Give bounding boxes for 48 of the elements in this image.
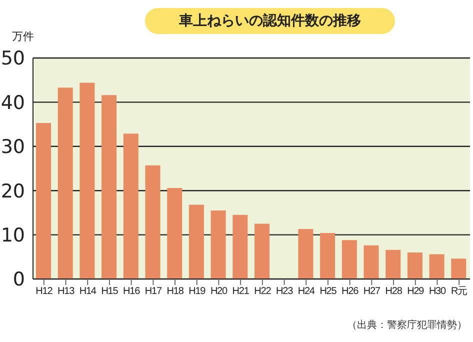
bar bbox=[80, 82, 95, 279]
bar bbox=[123, 134, 138, 279]
x-tick-label: H13 bbox=[58, 286, 76, 298]
text: （出典：警察庁犯罪情勢） bbox=[347, 318, 467, 332]
bar bbox=[342, 240, 357, 279]
bar bbox=[102, 95, 117, 279]
y-tick-label: 50 bbox=[0, 48, 25, 70]
bar bbox=[58, 88, 73, 279]
x-tick-label: H15 bbox=[101, 286, 119, 298]
x-tick-label: H30 bbox=[428, 286, 447, 298]
x-tick-label: H17 bbox=[144, 286, 162, 298]
x-tick-label: H22 bbox=[254, 286, 272, 298]
x-tick-label: H21 bbox=[232, 286, 250, 298]
bar bbox=[145, 165, 160, 279]
y-tick-label: 20 bbox=[0, 180, 25, 202]
x-tick-label: H14 bbox=[79, 286, 97, 298]
x-tick-label: H19 bbox=[188, 286, 206, 298]
bar bbox=[167, 188, 182, 279]
x-tick-label: H26 bbox=[342, 286, 360, 298]
x-tick-label: H29 bbox=[407, 286, 425, 298]
y-tick-label: 40 bbox=[0, 92, 25, 114]
x-tick-label: H18 bbox=[166, 286, 184, 298]
x-tick-label: H24 bbox=[298, 286, 316, 298]
bar bbox=[429, 254, 444, 279]
bar bbox=[36, 122, 51, 279]
bar bbox=[451, 258, 466, 279]
y-tick-label: 0 bbox=[12, 268, 25, 291]
y-tick-label: 10 bbox=[0, 224, 25, 247]
chart-title: 車上ねらいの認知件数の推移 bbox=[145, 8, 395, 34]
x-tick-label: H27 bbox=[363, 286, 381, 298]
bar bbox=[298, 229, 314, 279]
y-tick-label: 30 bbox=[0, 136, 25, 158]
bar bbox=[320, 233, 336, 279]
bar bbox=[407, 252, 422, 279]
bar bbox=[254, 224, 270, 279]
x-tick-label: H28 bbox=[385, 286, 403, 298]
x-tick-label: H12 bbox=[36, 286, 54, 298]
bar bbox=[386, 250, 401, 279]
x-tick-label: H25 bbox=[320, 286, 338, 298]
bar bbox=[232, 214, 248, 279]
x-tick-label: H23 bbox=[276, 286, 294, 298]
x-tick-label: H16 bbox=[123, 286, 141, 298]
bar bbox=[188, 204, 204, 279]
bar bbox=[364, 245, 379, 279]
x-tick-label: R元 bbox=[451, 286, 468, 298]
bar bbox=[210, 210, 226, 279]
x-tick-label: H20 bbox=[210, 286, 228, 298]
y-axis-title: 万件 bbox=[12, 29, 34, 44]
